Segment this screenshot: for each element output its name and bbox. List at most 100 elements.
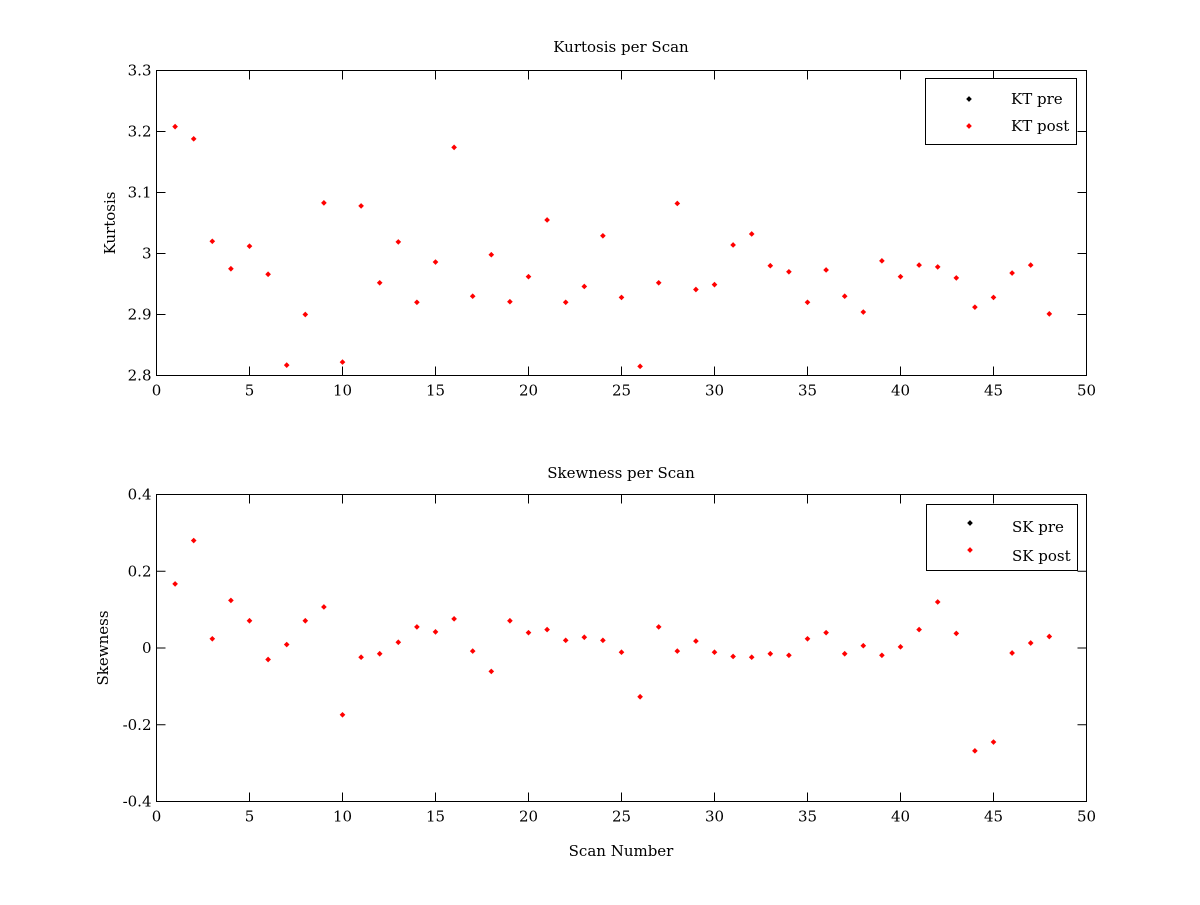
skewness-x-tick-label: 20 (519, 808, 538, 826)
skewness-x-axis-label: Scan Number (569, 842, 675, 860)
skewness-point (562, 637, 569, 644)
kurtosis-panel: Kurtosis per Scan Kurtosis 0 5 10 15 20 25 30 3… (101, 38, 1096, 400)
skewness-x-tick-label: 5 (245, 808, 255, 826)
kurtosis-point (1046, 311, 1053, 317)
skewness-point (209, 635, 216, 642)
kurtosis-x-tick-label: 25 (612, 382, 631, 400)
kurtosis-point (414, 299, 420, 306)
skewness-point (748, 654, 755, 661)
skewness-legend-marker-pre (967, 520, 973, 526)
skewness-point (972, 748, 978, 754)
skewness-point (897, 644, 904, 650)
skewness-point (1027, 640, 1034, 646)
kurtosis-point (953, 275, 960, 281)
kurtosis-point (488, 251, 495, 258)
kurtosis-point (823, 267, 829, 273)
kurtosis-legend-marker-pre (966, 96, 972, 102)
kurtosis-x-tick-label: 50 (1077, 382, 1096, 400)
kurtosis-point (618, 294, 625, 301)
skewness-x-tick-label: 50 (1077, 808, 1096, 826)
skewness-point (507, 617, 513, 624)
kurtosis-point (879, 257, 885, 264)
kurtosis-point (730, 242, 736, 248)
kurtosis-legend-label-post: KT post (1011, 117, 1069, 135)
skewness-point (395, 639, 402, 646)
skewness-point (581, 634, 588, 641)
kurtosis-point (860, 309, 867, 315)
skewness-point (246, 617, 253, 624)
skewness-point (283, 641, 290, 648)
skewness-point (767, 650, 774, 657)
kurtosis-point (283, 362, 290, 368)
kurtosis-point (916, 262, 922, 268)
kurtosis-x-tick-label: 20 (519, 382, 538, 400)
kurtosis-point (358, 203, 364, 209)
kurtosis-point (841, 293, 848, 300)
skewness-legend-label-pre: SK pre (1012, 518, 1064, 536)
skewness-point (916, 626, 922, 633)
kurtosis-x-tick-label: 40 (891, 382, 910, 400)
skewness-point (804, 635, 811, 642)
skewness-point (302, 617, 309, 624)
kurtosis-legend-label-pre: KT pre (1011, 90, 1063, 108)
skewness-point (1046, 633, 1053, 640)
kurtosis-x-tick-label: 0 (152, 382, 162, 400)
skewness-x-tick-label: 10 (333, 808, 352, 826)
skewness-x-tick-label: 25 (612, 808, 631, 826)
kurtosis-point (544, 217, 550, 223)
kurtosis-point (1027, 262, 1034, 268)
kurtosis-point (451, 144, 457, 151)
skewness-point (321, 604, 327, 610)
skewness-markers (172, 537, 1053, 754)
kurtosis-point (376, 279, 383, 286)
skewness-x-tick-label: 15 (426, 808, 445, 826)
skewness-point (414, 624, 420, 630)
skewness-point (525, 629, 532, 636)
skewness-point (730, 653, 736, 660)
kurtosis-point (190, 135, 197, 142)
skewness-point (339, 711, 346, 718)
skewness-y-tick-label: 0.2 (128, 562, 152, 580)
kurtosis-point (581, 283, 588, 290)
skewness-legend-label-post: SK post (1012, 547, 1071, 565)
kurtosis-point (600, 232, 606, 239)
kurtosis-point (525, 273, 532, 280)
kurtosis-y-tick-label: 3.3 (128, 62, 152, 80)
kurtosis-x-tick-label: 10 (333, 382, 352, 400)
kurtosis-x-tick-label: 45 (984, 382, 1003, 400)
skewness-point (488, 668, 495, 675)
kurtosis-ticks: 0 5 10 15 20 25 30 35 40 45 50 2.8 2.9 3 3.1 3.2 3.3 (128, 62, 1096, 400)
kurtosis-y-tick-label: 3 (142, 245, 152, 263)
skewness-title: Skewness per Scan (547, 464, 695, 482)
skewness-x-tick-label: 0 (152, 808, 162, 826)
kurtosis-point (507, 298, 513, 305)
kurtosis-point (972, 304, 978, 311)
kurtosis-point (209, 238, 216, 245)
kurtosis-legend: KT pre KT post (925, 78, 1077, 145)
kurtosis-x-tick-label: 30 (705, 382, 724, 400)
kurtosis-markers (172, 123, 1053, 370)
kurtosis-title: Kurtosis per Scan (553, 38, 689, 56)
skewness-point (934, 599, 941, 605)
skewness-x-tick-label: 35 (798, 808, 817, 826)
skewness-y-axis-label: Skewness (94, 610, 112, 685)
kurtosis-point (302, 311, 309, 318)
skewness-point (674, 648, 681, 654)
kurtosis-point (990, 294, 997, 301)
kurtosis-point (804, 299, 811, 306)
skewness-point (990, 739, 997, 745)
kurtosis-point (395, 239, 402, 245)
kurtosis-point (748, 231, 755, 237)
kurtosis-y-tick-label: 2.8 (128, 367, 152, 385)
skewness-point (432, 629, 439, 635)
kurtosis-legend-marker-post (966, 123, 972, 129)
skewness-point (879, 652, 885, 659)
kurtosis-point (786, 268, 792, 275)
kurtosis-point (228, 265, 234, 272)
kurtosis-y-tick-label: 2.9 (128, 306, 152, 324)
kurtosis-point (693, 286, 699, 293)
kurtosis-point (934, 264, 941, 270)
kurtosis-point (711, 281, 718, 288)
kurtosis-point (1009, 270, 1015, 276)
